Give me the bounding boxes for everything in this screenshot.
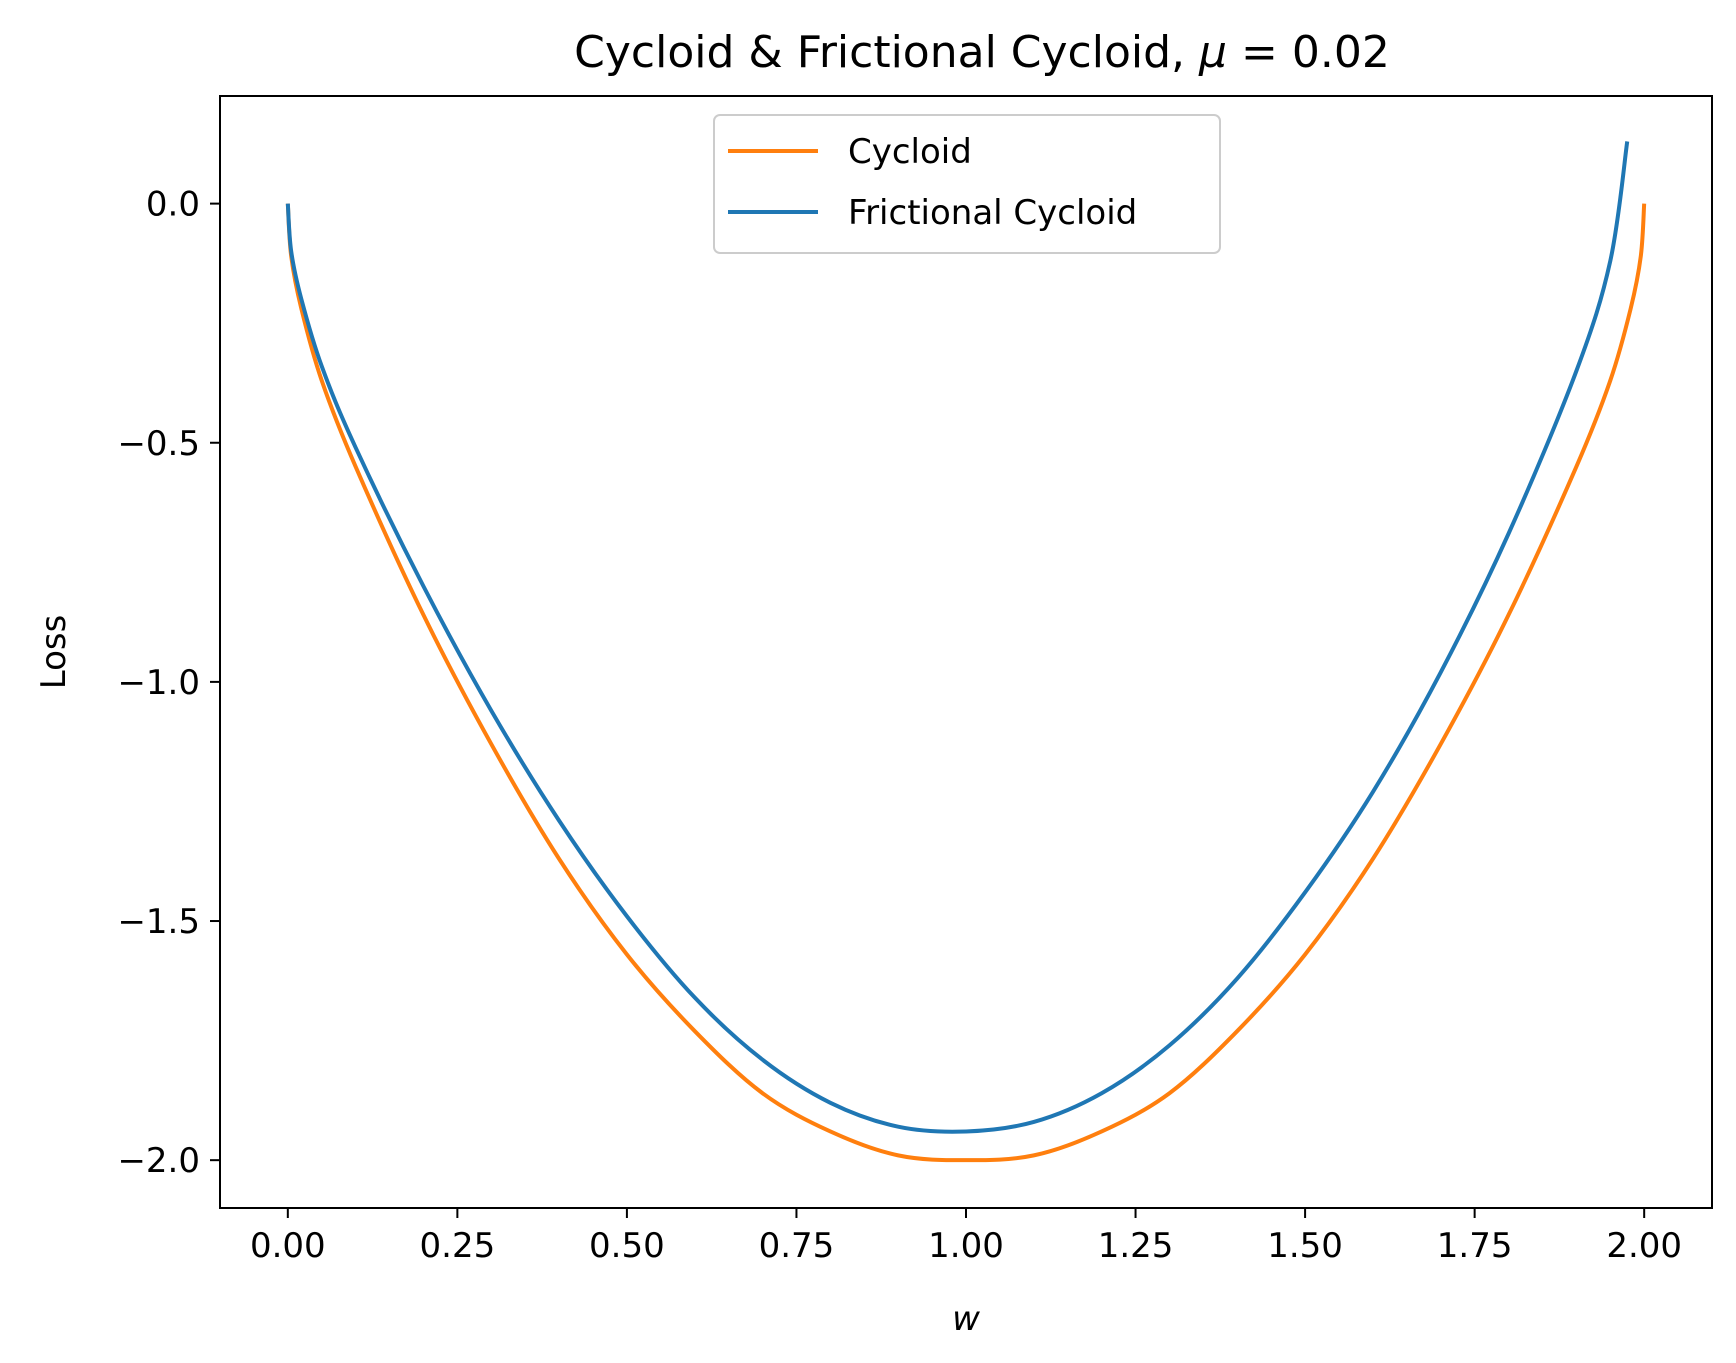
legend-box (713, 114, 1221, 254)
x-tick-label: 0.00 (250, 1226, 326, 1266)
x-tick-label: 1.75 (1437, 1226, 1513, 1266)
chart-title: Cycloid & Frictional Cycloid, μ = 0.02 (574, 27, 1390, 78)
series-line-cycloid (285, 203, 1647, 1163)
y-tick-label: −0.5 (117, 424, 200, 464)
y-axis-ticks: 0.0 −0.5 −1.0 −1.5 −2.0 (117, 185, 220, 1181)
legend: Cycloid Frictional Cycloid (713, 114, 1221, 254)
x-tick-label: 1.00 (928, 1226, 1004, 1266)
legend-label-cycloid: Cycloid (848, 132, 972, 172)
x-tick-label: 1.50 (1267, 1226, 1343, 1266)
y-tick-label: −1.0 (117, 663, 200, 703)
x-tick-label: 0.75 (759, 1226, 835, 1266)
x-tick-label: 0.50 (589, 1226, 665, 1266)
y-tick-label: −2.0 (117, 1141, 200, 1181)
legend-label-frictional-cycloid: Frictional Cycloid (848, 193, 1137, 233)
x-tick-label: 1.25 (1098, 1226, 1174, 1266)
series-layer (285, 141, 1647, 1163)
y-tick-label: 0.0 (146, 185, 200, 225)
y-axis-label: Loss (34, 615, 74, 690)
x-axis-ticks: 0.00 0.25 0.50 0.75 1.00 1.25 1.50 1.75 2.00 (250, 1208, 1682, 1266)
x-axis-label: w (952, 1299, 980, 1339)
x-tick-label: 2.00 (1606, 1226, 1682, 1266)
series-line-frictional-cycloid (285, 141, 1630, 1134)
y-tick-label: −1.5 (117, 902, 200, 942)
x-tick-label: 0.25 (420, 1226, 496, 1266)
